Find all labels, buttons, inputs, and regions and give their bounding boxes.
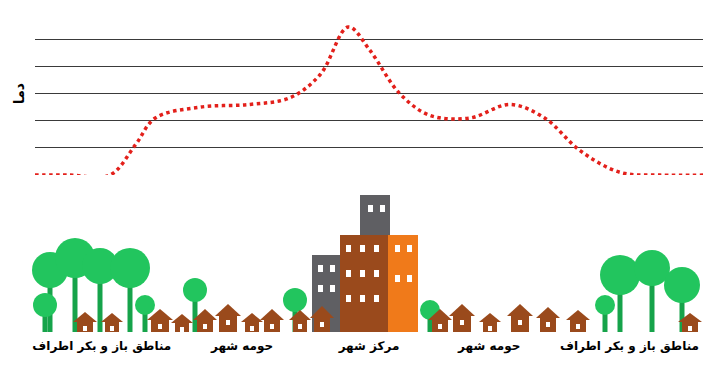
svg-text:دما: دما [11,83,27,104]
svg-text:مرکز شهر: مرکز شهر [338,339,400,353]
svg-text:حومه شهر: حومه شهر [457,339,520,354]
svg-text:مناطق باز و بکر اطراف: مناطق باز و بکر اطراف [560,339,699,354]
svg-text:حومه شهر: حومه شهر [210,339,273,354]
svg-text:مناطق باز و بکر اطراف: مناطق باز و بکر اطراف [32,339,171,354]
